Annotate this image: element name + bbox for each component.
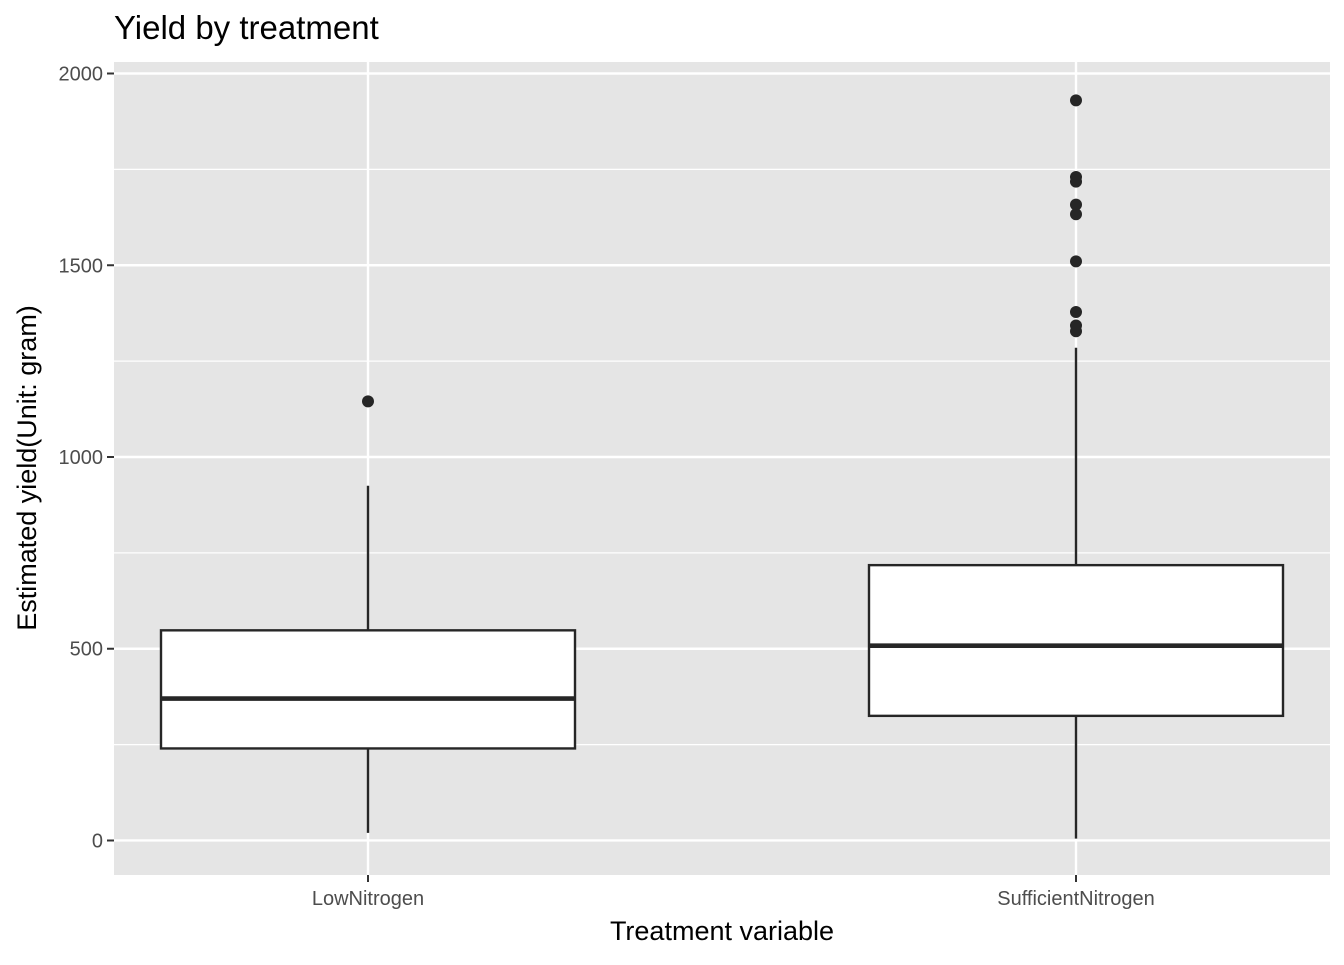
box-LowNitrogen	[159, 395, 577, 833]
outlier-point	[1070, 325, 1082, 338]
y-tick-label: 1500	[59, 255, 104, 277]
y-tick-label: 1000	[59, 447, 104, 469]
boxplot-series	[159, 94, 1285, 839]
y-axis-label: Estimated yield(Unit: gram)	[12, 305, 42, 631]
x-axis-label: Treatment variable	[610, 916, 834, 946]
outlier-point	[1070, 175, 1082, 188]
chart-title: Yield by treatment	[114, 9, 379, 46]
outlier-point	[1070, 208, 1082, 221]
y-tick-label: 0	[92, 830, 103, 852]
minor-gridlines	[114, 168, 1330, 746]
y-tick-label: 2000	[59, 64, 104, 86]
y-tick-label: 500	[70, 639, 103, 661]
outlier-point	[1070, 255, 1082, 268]
outlier-point	[1070, 94, 1082, 107]
box-SufficientNitrogen	[867, 94, 1285, 839]
outlier-point	[1070, 198, 1082, 211]
iqr-box	[867, 563, 1285, 718]
plot-panel	[114, 62, 1330, 875]
outlier-point	[1070, 306, 1082, 319]
outlier-point	[362, 395, 374, 408]
iqr-box	[159, 629, 577, 750]
x-axis: LowNitrogen SufficientNitrogen	[312, 875, 1155, 910]
x-tick-label: LowNitrogen	[312, 888, 424, 910]
y-axis: 0 500 1000 1500 2000	[59, 64, 114, 852]
x-tick-label: SufficientNitrogen	[997, 888, 1155, 910]
